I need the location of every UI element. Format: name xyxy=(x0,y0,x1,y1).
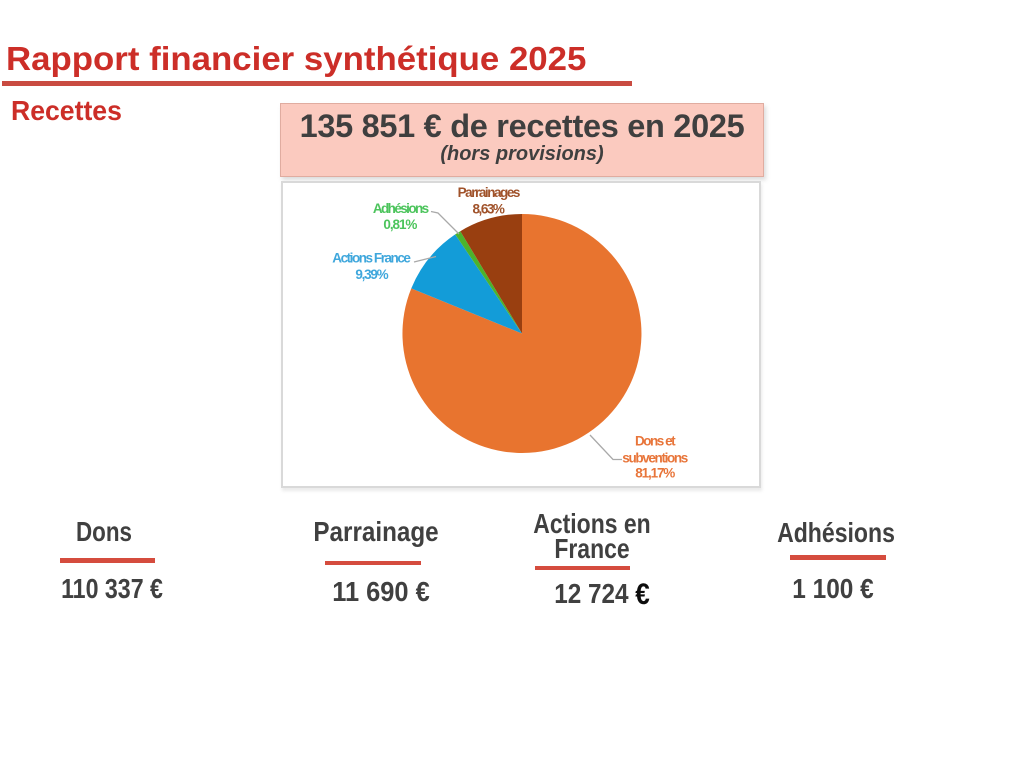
svg-text:Adhésions: Adhésions xyxy=(373,201,429,216)
svg-text:Parrainages: Parrainages xyxy=(458,185,521,200)
svg-text:0,81%: 0,81% xyxy=(383,217,417,232)
svg-text:9,39%: 9,39% xyxy=(355,267,388,282)
svg-text:8,63%: 8,63% xyxy=(472,201,505,216)
svg-text:subventions: subventions xyxy=(622,451,688,466)
svg-text:81,17%: 81,17% xyxy=(635,465,675,480)
svg-text:Actions France: Actions France xyxy=(332,250,411,265)
svg-text:Dons et: Dons et xyxy=(635,433,676,448)
